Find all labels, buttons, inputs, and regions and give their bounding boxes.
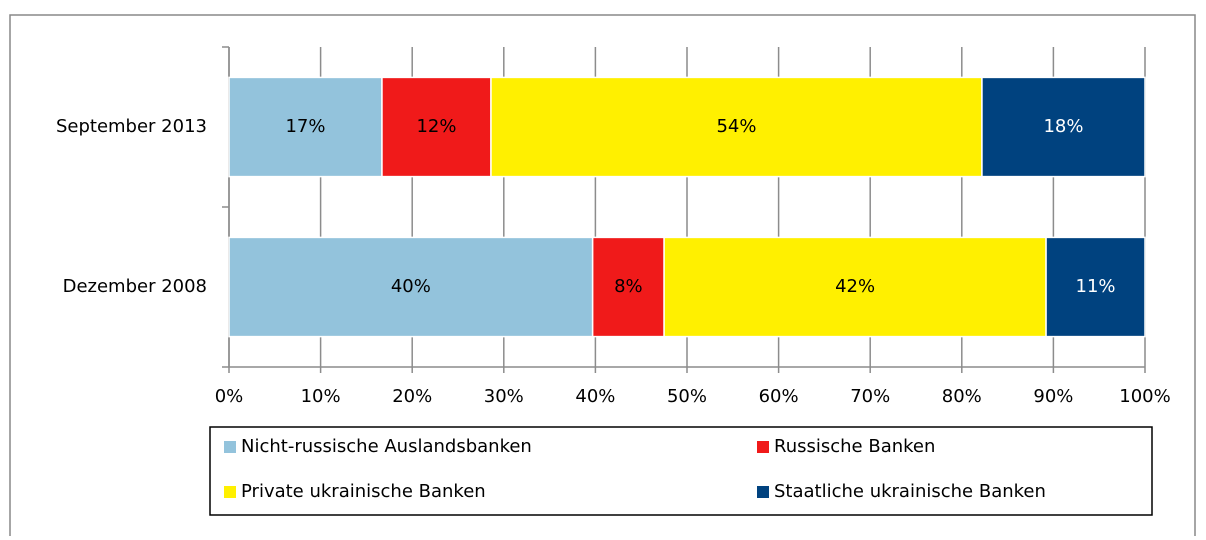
x-tick-label: 100% (1119, 386, 1170, 407)
legend-box (209, 426, 1153, 516)
legend-label: Nicht-russische Auslandsbanken (241, 436, 532, 457)
x-tick-label: 70% (850, 386, 890, 407)
legend-swatch (757, 486, 769, 498)
legend-label: Private ukrainische Banken (241, 481, 486, 502)
data-label: 18% (1043, 116, 1083, 137)
legend-label: Staatliche ukrainische Banken (774, 481, 1046, 502)
bar-segment (663, 236, 1047, 338)
legend-swatch (757, 441, 769, 453)
data-label: 40% (391, 276, 431, 297)
x-tick-label: 30% (484, 386, 524, 407)
data-label: 11% (1076, 276, 1116, 297)
bar-segment (381, 76, 492, 178)
data-label: 17% (285, 116, 325, 137)
x-tick-label: 80% (942, 386, 982, 407)
x-tick-label: 40% (575, 386, 615, 407)
legend-swatch (224, 486, 236, 498)
bar-segment (490, 76, 983, 178)
data-label: 12% (416, 116, 456, 137)
x-tick-label: 10% (301, 386, 341, 407)
bar-segment (228, 76, 383, 178)
legend-label: Russische Banken (774, 436, 935, 457)
x-tick-label: 0% (215, 386, 244, 407)
data-label: 42% (835, 276, 875, 297)
bar-segment (981, 76, 1146, 178)
data-label: 54% (716, 116, 756, 137)
x-tick-label: 90% (1033, 386, 1073, 407)
bar-segment (1045, 236, 1146, 338)
chart-frame (9, 14, 1196, 540)
x-tick-label: 20% (392, 386, 432, 407)
x-tick-label: 50% (667, 386, 707, 407)
legend-swatch (224, 441, 236, 453)
bar-segment (591, 236, 665, 338)
y-tick-label: September 2013 (56, 116, 207, 137)
y-tick-label: Dezember 2008 (63, 276, 207, 297)
x-tick-label: 60% (759, 386, 799, 407)
bar-segment (228, 236, 594, 338)
data-label: 8% (614, 276, 643, 297)
